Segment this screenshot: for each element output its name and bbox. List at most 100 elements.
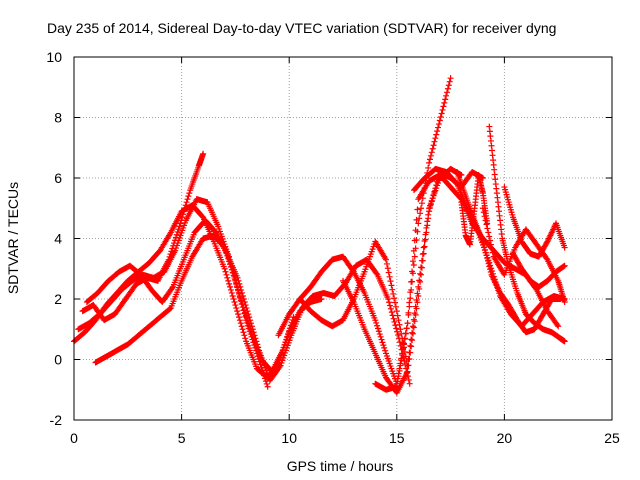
data-point — [430, 142, 437, 149]
data-point — [409, 268, 416, 275]
data-point — [237, 297, 244, 304]
data-point — [253, 347, 260, 354]
data-point — [421, 243, 428, 250]
data-point — [400, 346, 407, 353]
data-point — [256, 358, 263, 365]
data-point — [241, 299, 248, 306]
data-point — [486, 233, 493, 240]
data-point — [407, 289, 414, 296]
data-point — [429, 145, 436, 152]
y-axis-label: SDTVAR / TECUs — [5, 182, 21, 294]
data-point — [385, 269, 392, 276]
data-point — [390, 290, 397, 297]
data-point — [223, 250, 230, 257]
data-point — [420, 244, 427, 251]
data-point — [408, 336, 415, 343]
data-point — [221, 244, 228, 251]
data-point — [224, 274, 231, 281]
y-tick-label: 0 — [54, 352, 62, 368]
data-point — [235, 290, 242, 297]
data-point — [410, 261, 417, 268]
y-tick-label: 4 — [54, 231, 62, 247]
data-point — [488, 245, 495, 252]
data-point — [376, 331, 383, 338]
data-point — [239, 326, 246, 333]
data-point — [388, 309, 395, 316]
data-point — [258, 364, 265, 371]
data-point — [261, 372, 268, 379]
data-point — [378, 336, 385, 343]
data-point — [242, 302, 249, 309]
data-point — [400, 341, 407, 348]
data-point — [436, 117, 443, 124]
data-point — [394, 378, 401, 385]
data-point — [444, 85, 451, 92]
data-point — [485, 229, 492, 236]
data-point — [249, 336, 256, 343]
data-point — [561, 244, 568, 251]
data-point — [414, 206, 421, 213]
data-point — [543, 255, 550, 262]
data-point — [431, 188, 438, 195]
data-point — [180, 208, 187, 215]
data-point — [482, 249, 489, 256]
axis-ticks: 0 5 10 15 20 25 -2 0 2 4 6 8 10 — [46, 49, 620, 446]
data-point — [413, 216, 420, 223]
data-point — [233, 281, 240, 288]
data-point — [245, 325, 252, 332]
data-point — [425, 215, 432, 222]
data-point — [238, 286, 245, 293]
data-point — [276, 363, 283, 370]
data-point — [282, 339, 289, 346]
data-point — [428, 149, 435, 156]
data-point — [399, 351, 406, 358]
grid-lines — [74, 57, 612, 420]
data-point — [260, 369, 267, 376]
data-point — [283, 336, 290, 343]
data-point — [439, 106, 446, 113]
data-point — [169, 245, 176, 252]
data-point — [418, 271, 425, 278]
y-tick-label: 2 — [54, 291, 62, 307]
data-point — [555, 323, 562, 330]
data-point — [227, 261, 234, 268]
data-point — [253, 338, 260, 345]
data-point — [169, 285, 176, 292]
data-point — [235, 287, 242, 294]
data-point — [480, 241, 487, 248]
data-point — [422, 236, 429, 243]
data-point — [387, 305, 394, 312]
data-point — [392, 299, 399, 306]
data-point — [254, 353, 261, 360]
data-point — [199, 213, 206, 220]
data-point — [247, 331, 254, 338]
data-point — [395, 317, 402, 324]
data-point — [230, 296, 237, 302]
data-point — [418, 264, 425, 271]
data-point — [434, 178, 441, 185]
data-point — [417, 270, 424, 277]
data-point — [419, 257, 426, 264]
data-point — [388, 282, 395, 289]
data-point — [397, 362, 404, 369]
data-point — [263, 380, 270, 387]
data-point — [383, 256, 390, 263]
data-point — [482, 246, 489, 253]
data-point — [381, 344, 388, 351]
data-point — [262, 378, 269, 385]
data-point — [178, 217, 185, 224]
data-point — [444, 89, 451, 96]
data-point — [554, 321, 561, 328]
data-point — [235, 314, 242, 321]
data-point — [285, 330, 292, 337]
data-point — [231, 275, 238, 282]
data-point — [241, 310, 248, 317]
series-sat-o — [510, 250, 568, 290]
data-point — [440, 103, 447, 110]
data-point — [396, 367, 403, 374]
data-point — [407, 349, 414, 356]
data-point — [561, 338, 568, 345]
data-point — [435, 124, 442, 131]
data-point — [249, 326, 256, 333]
